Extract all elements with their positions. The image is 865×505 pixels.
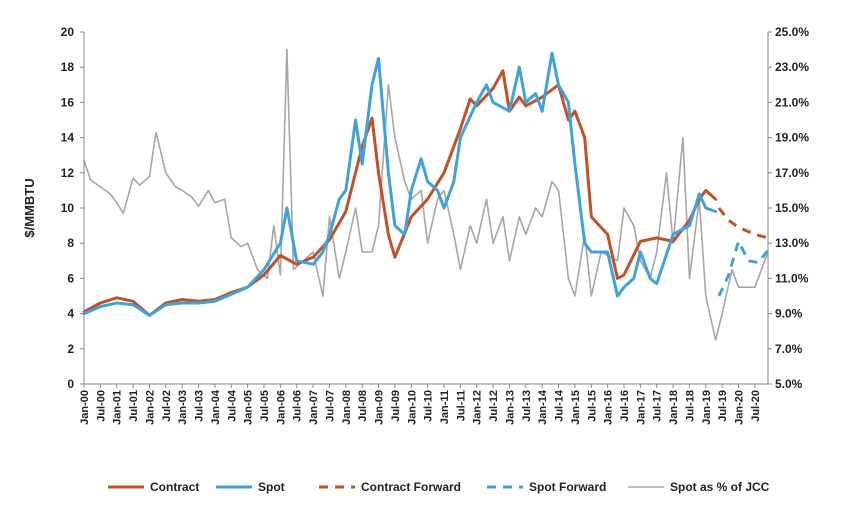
legend: Contract Spot Contract Forward Spot Forward…	[108, 480, 770, 494]
x-tick-label: Jan-12	[472, 390, 484, 425]
x-tick-label: Jan-11	[439, 390, 451, 424]
y2-tick-label: 15.0%	[775, 201, 809, 215]
x-tick-label: Jul-12	[488, 390, 500, 422]
y-axis-label: $/MMBTU	[22, 178, 37, 237]
y-tick-label: 8	[67, 236, 74, 250]
y-tick-label: 6	[67, 271, 74, 285]
x-tick-label: Jan-15	[570, 390, 582, 425]
x-tick-label: Jan-04	[210, 389, 222, 425]
series-line-spot	[82, 51, 718, 317]
y2-tick-label: 25.0%	[775, 25, 809, 39]
x-tick-label: Jul-20	[750, 390, 762, 422]
axes: $/MMBTU	[22, 31, 772, 388]
y2-tick-label: 11.0%	[775, 271, 809, 285]
y-tick-label: 20	[61, 25, 75, 39]
x-tick-label: Jul-06	[292, 390, 304, 422]
x-tick-label: Jul-15	[586, 390, 598, 422]
series-line-spot-as-of-jcc	[83, 48, 769, 341]
x-tick-label: Jan-00	[79, 390, 91, 425]
y2-tick-label: 23.0%	[775, 60, 809, 74]
x-tick-label: Jul-19	[717, 390, 729, 422]
y-tick-label: 0	[67, 377, 74, 391]
legend-label-contract: Contract	[150, 480, 199, 494]
y2-tick-label: 13.0%	[775, 236, 809, 250]
legend-label-contract-forward: Contract Forward	[361, 480, 461, 494]
x-tick-label: Jul-00	[95, 390, 107, 422]
tick-labels: 0 2 4 6 8 10 12 14 16 18 20 5.0% 7.0% 9.0% 11.0% 13.0% 1…	[61, 25, 810, 425]
series-line-contract	[82, 69, 718, 317]
x-tick-label: Jul-07	[324, 390, 336, 422]
legend-label-spot-as-of-jcc: Spot as % of JCC	[670, 480, 770, 494]
y-tick-label: 4	[67, 307, 74, 321]
x-tick-label: Jul-09	[390, 390, 402, 422]
x-tick-label: Jul-11	[455, 390, 467, 421]
x-tick-label: Jul-02	[161, 390, 173, 422]
x-tick-label: Jan-19	[701, 390, 713, 425]
y-tick-label: 2	[67, 342, 74, 356]
x-tick-label: Jul-08	[357, 390, 369, 422]
legend-label-spot: Spot	[258, 480, 285, 494]
y2-tick-label: 9.0%	[775, 307, 803, 321]
x-tick-label: Jul-01	[128, 390, 140, 422]
x-tick-label: Jul-17	[652, 390, 664, 422]
y-tick-label: 18	[61, 60, 75, 74]
x-tick-label: Jul-13	[521, 390, 533, 422]
y2-tick-label: 7.0%	[775, 342, 803, 356]
x-tick-label: Jan-03	[177, 390, 189, 425]
y-tick-label: 14	[61, 131, 75, 145]
y2-tick-label: 19.0%	[775, 131, 809, 145]
x-tick-label: Jul-18	[684, 390, 696, 422]
y2-tick-label: 5.0%	[775, 377, 803, 391]
x-tick-label: Jul-14	[554, 389, 566, 422]
x-tick-label: Jan-07	[308, 390, 320, 425]
x-tick-label: Jan-06	[275, 390, 287, 425]
x-tick-label: Jan-13	[504, 390, 516, 425]
x-tick-label: Jan-10	[406, 390, 418, 425]
y2-tick-label: 17.0%	[775, 166, 809, 180]
x-tick-label: Jan-14	[537, 389, 549, 425]
x-tick-label: Jul-10	[423, 390, 435, 422]
x-tick-label: Jan-16	[603, 390, 615, 425]
x-tick-label: Jan-05	[243, 390, 255, 425]
x-tick-label: Jan-17	[635, 390, 647, 425]
legend-label-spot-forward: Spot Forward	[529, 480, 606, 494]
y-tick-label: 12	[61, 166, 75, 180]
x-tick-label: Jan-20	[734, 390, 746, 425]
x-tick-label: Jan-18	[668, 390, 680, 425]
series-line-spot-forward	[717, 239, 770, 297]
series-line-contract-forward	[717, 207, 769, 240]
x-tick-label: Jul-03	[194, 390, 206, 422]
series-layer	[82, 48, 770, 341]
x-tick-label: Jan-09	[374, 390, 386, 425]
y-tick-label: 16	[61, 95, 75, 109]
x-tick-label: Jul-04	[226, 389, 238, 422]
y-tick-label: 10	[61, 201, 75, 215]
x-tick-label: Jan-08	[341, 390, 353, 425]
x-tick-label: Jul-16	[619, 390, 631, 422]
x-tick-label: Jan-02	[144, 390, 156, 425]
x-tick-label: Jan-01	[112, 390, 124, 425]
x-tick-label: Jul-05	[259, 390, 271, 422]
y2-tick-label: 21.0%	[775, 95, 809, 109]
